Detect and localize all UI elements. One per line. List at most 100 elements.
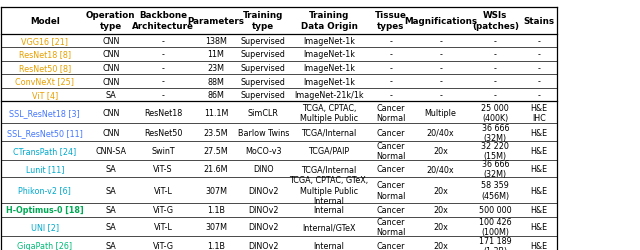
Text: Internal/GTeX: Internal/GTeX: [302, 222, 356, 231]
Text: Tissue
types: Tissue types: [375, 11, 407, 31]
Text: -: -: [538, 91, 541, 100]
Text: 36 666
(32M): 36 666 (32M): [482, 123, 509, 142]
Text: 11M: 11M: [207, 50, 225, 59]
Text: Supervised: Supervised: [241, 64, 286, 73]
Text: Supervised: Supervised: [241, 77, 286, 86]
Text: 307M: 307M: [205, 186, 227, 195]
Text: H&E: H&E: [531, 128, 548, 137]
Text: 11.1M: 11.1M: [204, 108, 228, 118]
Text: -: -: [162, 64, 164, 73]
Text: MoCO-v3: MoCO-v3: [245, 146, 282, 155]
Text: SA: SA: [106, 91, 116, 100]
Text: ImageNet-1k: ImageNet-1k: [303, 37, 355, 46]
Text: SA: SA: [106, 241, 116, 250]
Text: H&E: H&E: [531, 164, 548, 173]
Text: 138M: 138M: [205, 37, 227, 46]
Text: Supervised: Supervised: [241, 37, 286, 46]
Text: DINO: DINO: [253, 164, 274, 173]
Text: 20/40x: 20/40x: [427, 128, 454, 137]
Text: CNN: CNN: [102, 64, 120, 73]
Text: 100 426
(100M): 100 426 (100M): [479, 217, 511, 236]
Text: ImageNet-21k/1k: ImageNet-21k/1k: [294, 91, 364, 100]
Text: 20x: 20x: [433, 222, 448, 231]
Text: Cancer
Normal: Cancer Normal: [376, 141, 406, 161]
Text: SA: SA: [106, 186, 116, 195]
Text: 20x: 20x: [433, 146, 448, 155]
Text: Phikon-v2 [6]: Phikon-v2 [6]: [19, 186, 71, 195]
Text: ResNet50 [8]: ResNet50 [8]: [19, 64, 71, 73]
Text: -: -: [439, 64, 442, 73]
Text: CNN-SA: CNN-SA: [95, 146, 126, 155]
Text: -: -: [439, 91, 442, 100]
Text: CNN: CNN: [102, 50, 120, 59]
Text: Cancer
Normal: Cancer Normal: [376, 103, 406, 123]
Text: ViT-G: ViT-G: [153, 241, 173, 250]
Text: ImageNet-1k: ImageNet-1k: [303, 77, 355, 86]
Text: 32 220
(15M): 32 220 (15M): [481, 141, 509, 161]
Text: Cancer: Cancer: [377, 206, 405, 214]
Text: SA: SA: [106, 164, 116, 173]
Text: -: -: [538, 77, 541, 86]
Text: Multiple: Multiple: [425, 108, 456, 118]
Text: -: -: [439, 77, 442, 86]
Text: DINOv2: DINOv2: [248, 222, 278, 231]
Text: -: -: [162, 37, 164, 46]
Text: Lunit [11]: Lunit [11]: [26, 164, 64, 173]
Text: -: -: [494, 50, 497, 59]
Text: 27.5M: 27.5M: [204, 146, 228, 155]
Text: ResNet18 [8]: ResNet18 [8]: [19, 50, 71, 59]
Text: DINOv2: DINOv2: [248, 241, 278, 250]
Text: SwinT: SwinT: [152, 146, 175, 155]
Text: Supervised: Supervised: [241, 50, 286, 59]
Text: 307M: 307M: [205, 222, 227, 231]
Text: Supervised: Supervised: [241, 91, 286, 100]
Text: 20x: 20x: [433, 206, 448, 214]
Text: -: -: [439, 50, 442, 59]
Text: ImageNet-1k: ImageNet-1k: [303, 64, 355, 73]
Text: -: -: [162, 50, 164, 59]
Text: CNN: CNN: [102, 77, 120, 86]
Text: ViT [4]: ViT [4]: [31, 91, 58, 100]
Text: H&E: H&E: [531, 241, 548, 250]
Text: H&E: H&E: [531, 206, 548, 214]
Text: 500 000: 500 000: [479, 206, 511, 214]
Text: Cancer: Cancer: [377, 164, 405, 173]
Text: Barlow Twins: Barlow Twins: [237, 128, 289, 137]
Text: UNI [2]: UNI [2]: [31, 222, 59, 231]
Text: 88M: 88M: [207, 77, 225, 86]
Text: -: -: [390, 50, 392, 59]
Text: SSL_ResNet18 [3]: SSL_ResNet18 [3]: [10, 108, 80, 118]
Text: ViT-G: ViT-G: [153, 206, 173, 214]
Text: -: -: [494, 77, 497, 86]
Text: -: -: [390, 64, 392, 73]
Text: CNN: CNN: [102, 37, 120, 46]
Text: Training
Data Origin: Training Data Origin: [301, 11, 357, 31]
Text: Internal: Internal: [314, 241, 344, 250]
Text: -: -: [494, 91, 497, 100]
Text: H-Optimus-0 [18]: H-Optimus-0 [18]: [6, 206, 84, 214]
Text: 58 359
(456M): 58 359 (456M): [481, 180, 509, 200]
Text: ImageNet-1k: ImageNet-1k: [303, 50, 355, 59]
Text: -: -: [390, 91, 392, 100]
Text: H&E
IHC: H&E IHC: [531, 103, 548, 123]
Text: SA: SA: [106, 222, 116, 231]
Text: 86M: 86M: [207, 91, 225, 100]
Text: SA: SA: [106, 206, 116, 214]
Text: 23.5M: 23.5M: [204, 128, 228, 137]
Text: -: -: [538, 64, 541, 73]
Text: ResNet50: ResNet50: [144, 128, 182, 137]
Text: 1.1B: 1.1B: [207, 241, 225, 250]
Text: Model: Model: [30, 16, 60, 26]
Text: 20x: 20x: [433, 186, 448, 195]
Text: H&E: H&E: [531, 222, 548, 231]
Text: TCGA/PAIP: TCGA/PAIP: [308, 146, 349, 155]
Text: 21.6M: 21.6M: [204, 164, 228, 173]
Text: 20x: 20x: [433, 241, 448, 250]
Text: -: -: [390, 77, 392, 86]
Text: ConvNeXt [25]: ConvNeXt [25]: [15, 77, 74, 86]
Text: -: -: [538, 37, 541, 46]
Text: CNN: CNN: [102, 108, 120, 118]
Text: Training
type: Training type: [243, 11, 284, 31]
Text: H&E: H&E: [531, 186, 548, 195]
Text: DINOv2: DINOv2: [248, 186, 278, 195]
